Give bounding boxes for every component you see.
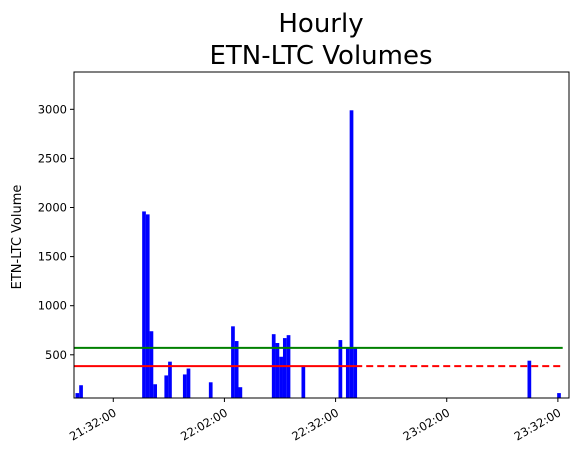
chart-title-line-1: Hourly (278, 9, 363, 39)
volume-bar (275, 343, 280, 398)
x-tick-label: 21:32:00 (67, 405, 119, 443)
bars-group (75, 110, 561, 399)
volume-bar (527, 360, 532, 398)
volume-bar (234, 341, 239, 398)
x-tick-label: 23:02:00 (400, 405, 452, 443)
y-tick-label: 500 (45, 348, 67, 362)
volume-bar (149, 331, 154, 398)
volume-bar (345, 347, 350, 398)
volume-bar (142, 211, 146, 398)
volume-bar (79, 385, 83, 398)
volume-bar (349, 110, 354, 399)
volume-bar (153, 384, 157, 398)
reference-lines-group (74, 346, 563, 368)
volume-bar (231, 326, 235, 398)
volume-bar (279, 356, 283, 398)
volume-bar (557, 393, 561, 398)
volume-bar (145, 214, 150, 398)
y-tick-label: 2500 (38, 151, 67, 165)
volume-bar (186, 368, 191, 398)
volume-bar (338, 340, 343, 398)
volume-bar (353, 347, 358, 398)
y-tick-label: 2000 (38, 201, 67, 215)
y-axis-label: ETN-LTC Volume (10, 185, 25, 290)
volume-bar (238, 387, 243, 398)
chart-title-line-2: ETN-LTC Volumes (209, 41, 432, 71)
volume-bar (168, 361, 172, 398)
plot-frame (73, 71, 570, 399)
volume-bar (75, 393, 80, 398)
volume-bar (182, 374, 187, 398)
volume-bar (301, 366, 306, 398)
x-tick-label: 22:32:00 (289, 405, 341, 443)
volume-bar (282, 338, 287, 398)
x-tick-label: 23:32:00 (512, 405, 564, 443)
volume-bar (208, 382, 213, 398)
y-tick-label: 3000 (38, 102, 67, 116)
y-tick-label: 1500 (38, 250, 67, 264)
volume-bar (164, 375, 169, 398)
y-tick-label: 1000 (38, 299, 67, 313)
y-axis: 500 1000 1500 2000 2500 3000 (38, 102, 74, 362)
x-tick-label: 22:02:00 (178, 405, 230, 443)
x-axis: 21:32:00 22:02:00 22:32:00 23:02:00 23:32:00 (67, 398, 563, 443)
